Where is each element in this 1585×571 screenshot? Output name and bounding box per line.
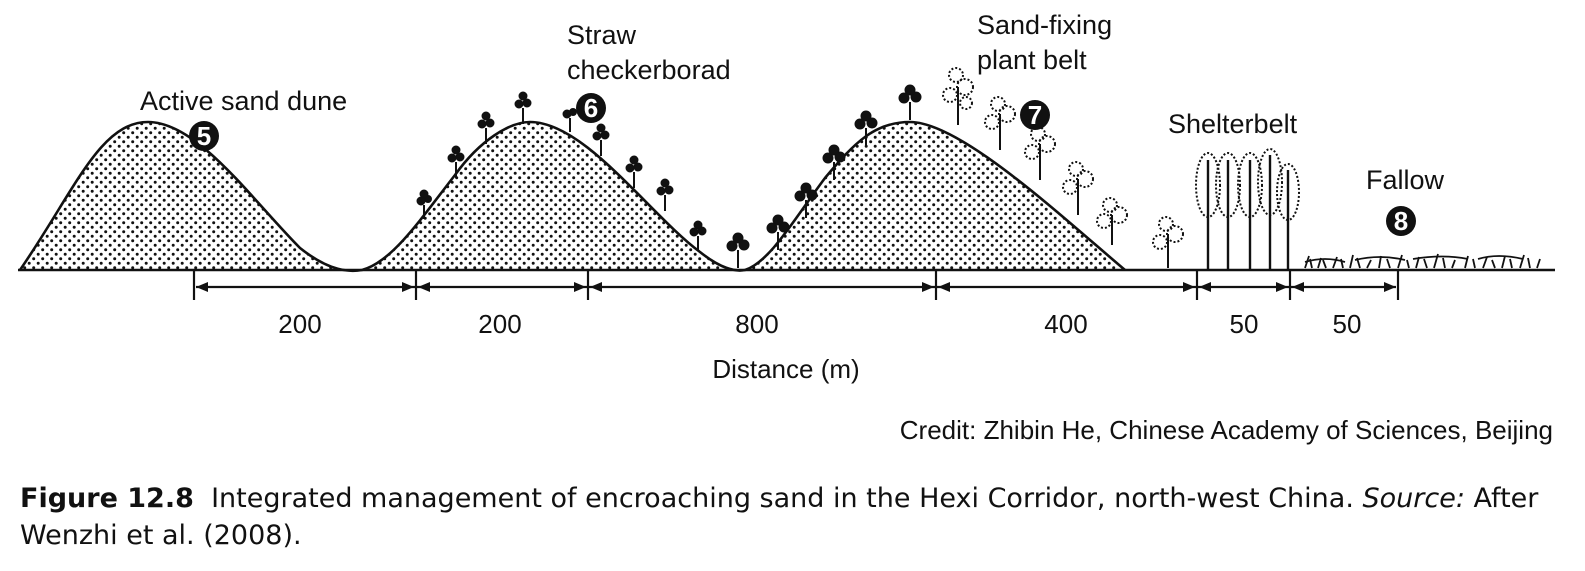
sand-fixing-trees: [942, 67, 1184, 268]
shelterbelt-trees: [1195, 148, 1300, 270]
distance-label-4: 400: [1044, 309, 1087, 339]
marker-5: 5: [189, 121, 219, 151]
credit-line: Credit: Zhibin He, Chinese Academy of Sc…: [900, 415, 1553, 445]
dune-sand-fill: [20, 122, 1125, 271]
marker-8-number: 8: [1394, 206, 1408, 236]
marker-5-number: 5: [197, 121, 211, 151]
distance-arrowheads: [196, 282, 1396, 292]
dune-outline: [18, 120, 1126, 273]
straw-checkerboard-shrubs: [416, 91, 707, 250]
distance-label-3: 800: [735, 309, 778, 339]
marker-6-number: 6: [584, 93, 598, 123]
caption-source-text: After Wenzhi et al. (2008).: [20, 483, 1539, 551]
marker-7-number: 7: [1028, 100, 1042, 130]
sand-fixing-label-line1: Sand-fixing: [977, 10, 1112, 40]
sand-fixing-label-line2: plant belt: [977, 45, 1087, 75]
fallow-grass: [1304, 253, 1541, 269]
distance-label-2: 200: [478, 309, 521, 339]
marker-6: 6: [576, 93, 606, 123]
diagram: Active sand dune Straw checkerborad Sand…: [18, 10, 1555, 445]
figure-caption: Figure 12.8 Integrated management of enc…: [20, 480, 1570, 554]
straw-label-line2: checkerborad: [567, 55, 731, 85]
caption-source-label: Source:: [1362, 483, 1465, 514]
dune-profile-diagram: Active sand dune Straw checkerborad Sand…: [18, 10, 1555, 445]
distance-scale: [192, 271, 1400, 300]
active-dune-label: Active sand dune: [140, 86, 347, 116]
marker-8: 8: [1386, 206, 1416, 236]
distance-label-1: 200: [278, 309, 321, 339]
distance-label-5: 50: [1230, 309, 1259, 339]
distance-label-6: 50: [1333, 309, 1362, 339]
shelterbelt-label: Shelterbelt: [1168, 109, 1298, 139]
fallow-label: Fallow: [1366, 165, 1445, 195]
distance-axis-label: Distance (m): [712, 354, 859, 384]
marker-7: 7: [1020, 100, 1050, 130]
straw-label-line1: Straw: [567, 20, 637, 50]
sand-fixing-shrubs: [726, 84, 922, 268]
caption-text: Integrated management of encroaching san…: [211, 483, 1354, 514]
figure-number: Figure 12.8: [20, 483, 194, 514]
